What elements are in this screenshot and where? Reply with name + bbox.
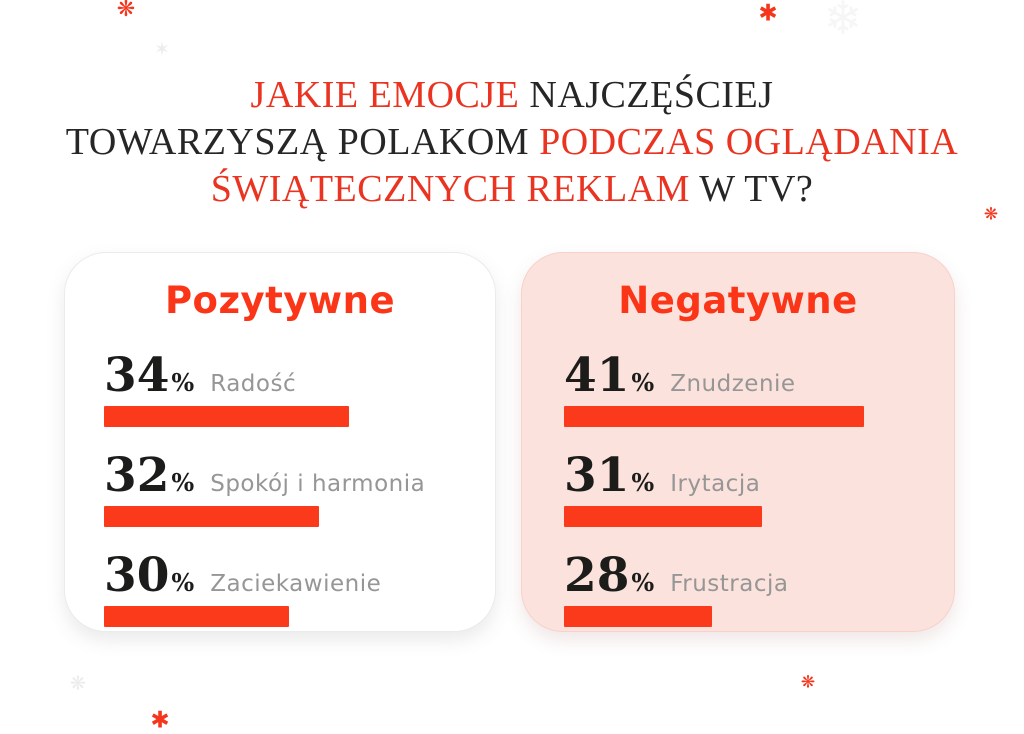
panel-title-negative: Negatywne	[618, 279, 858, 322]
stat-label: Frustracja	[670, 571, 789, 597]
title-line-3: ŚWIĄTECZNYCH REKLAM W TV?	[0, 166, 1024, 213]
page-title: JAKIE EMOCJE NAJCZĘŚCIEJ TOWARZYSZĄ POLA…	[0, 72, 1024, 213]
percent-sign: %	[171, 568, 195, 597]
title-segment: ŚWIĄTECZNYCH REKLAM	[210, 168, 690, 210]
stat-row: 30% Zaciekawienie	[104, 552, 495, 627]
star-icon: ✶	[154, 38, 170, 61]
title-line-2: TOWARZYSZĄ POLAKOM PODCZAS OGLĄDANIA	[0, 119, 1024, 166]
title-line-1: JAKIE EMOCJE NAJCZĘŚCIEJ	[0, 72, 1024, 119]
stat-label: Znudzenie	[670, 371, 796, 397]
stat-label: Radość	[210, 371, 297, 397]
stat-row: 41% Znudzenie	[564, 352, 954, 427]
stat-bar	[564, 606, 712, 627]
stat-bar	[564, 406, 864, 427]
percent-sign: %	[631, 468, 655, 497]
positive-rows: 34% Radość 32% Spokój i harmonia 30% Zac…	[104, 352, 495, 627]
stat-label: Zaciekawienie	[210, 571, 382, 597]
stat-row: 28% Frustracja	[564, 552, 954, 627]
snowflake-icon: ❄	[823, 0, 863, 45]
stat-bar	[564, 506, 762, 527]
snowflake-icon: ❋	[70, 672, 86, 695]
panel-title-positive: Pozytywne	[164, 279, 396, 322]
stat-value: 34	[104, 348, 170, 403]
stat-row: 34% Radość	[104, 352, 495, 427]
star-icon: ✱	[150, 707, 170, 734]
stat-bar	[104, 506, 319, 527]
stat-row: 31% Irytacja	[564, 452, 954, 527]
percent-sign: %	[631, 368, 655, 397]
title-segment: JAKIE EMOCJE	[250, 74, 520, 116]
percent-sign: %	[171, 368, 195, 397]
stat-label: Spokój i harmonia	[210, 471, 426, 497]
stat-bar	[104, 606, 289, 627]
star-icon: ✱	[758, 0, 778, 27]
positive-emotions-panel: Pozytywne 34% Radość 32% Spokój i harmon…	[64, 252, 496, 632]
negative-rows: 41% Znudzenie 31% Irytacja 28% Frustracj…	[564, 352, 954, 627]
title-segment: NAJCZĘŚCIEJ	[519, 74, 774, 116]
negative-emotions-panel: Negatywne 41% Znudzenie 31% Irytacja 28%	[521, 252, 955, 632]
percent-sign: %	[171, 468, 195, 497]
stat-value: 32	[104, 448, 170, 503]
stat-value: 31	[564, 448, 630, 503]
stat-value: 41	[564, 348, 630, 403]
stat-bar	[104, 406, 349, 427]
stat-label: Irytacja	[670, 471, 761, 497]
title-segment: PODCZAS OGLĄDANIA	[539, 121, 959, 163]
snowflake-icon: ❋	[800, 672, 816, 693]
snowflake-icon: ❋	[116, 0, 136, 22]
percent-sign: %	[631, 568, 655, 597]
stat-value: 28	[564, 548, 630, 603]
title-segment: W TV?	[689, 168, 814, 210]
title-segment: TOWARZYSZĄ POLAKOM	[65, 121, 540, 163]
stat-value: 30	[104, 548, 170, 603]
snowflake-icon: ❋	[983, 204, 999, 225]
stat-row: 32% Spokój i harmonia	[104, 452, 495, 527]
